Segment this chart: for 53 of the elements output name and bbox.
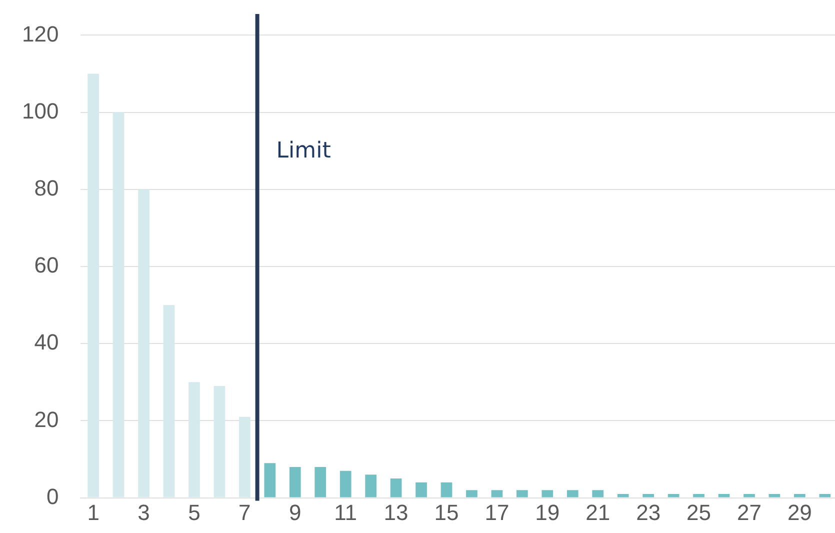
bar xyxy=(819,494,831,498)
bar xyxy=(794,494,806,498)
bar xyxy=(491,490,503,498)
ref-line-label: Limit xyxy=(276,138,332,164)
bar xyxy=(693,494,704,498)
x-tick-label: 19 xyxy=(535,500,560,526)
bar xyxy=(239,416,250,498)
x-tick-label: 15 xyxy=(434,500,459,526)
bar xyxy=(566,490,578,498)
y-tick-label: 100 xyxy=(22,98,59,124)
bar xyxy=(314,466,326,498)
bar xyxy=(365,474,376,498)
bar xyxy=(416,482,427,498)
y-tick-label: 20 xyxy=(34,406,59,432)
bar xyxy=(340,470,352,498)
x-tick-label: 5 xyxy=(188,500,200,526)
bar xyxy=(642,494,654,498)
bar xyxy=(744,494,755,498)
bar xyxy=(163,305,175,498)
bar xyxy=(542,490,554,498)
x-tick-label: 25 xyxy=(686,500,712,526)
x-tick-label: 27 xyxy=(736,500,762,526)
bar xyxy=(466,490,478,498)
x-tick-label: 7 xyxy=(238,500,251,526)
bar xyxy=(289,466,301,498)
x-tick-label: 3 xyxy=(138,500,150,526)
bar xyxy=(88,74,99,498)
bar xyxy=(617,494,629,498)
x-tick-label: 9 xyxy=(289,500,302,526)
x-tick-label: 21 xyxy=(586,500,610,526)
x-tick-label: 23 xyxy=(636,500,661,526)
x-tick-label: 17 xyxy=(484,500,510,526)
bar xyxy=(718,494,730,498)
bar xyxy=(592,490,604,498)
bar xyxy=(264,463,276,498)
y-tick-label: 0 xyxy=(46,484,59,509)
bar xyxy=(390,478,402,498)
bar xyxy=(768,494,780,498)
bar xyxy=(668,494,680,498)
bar xyxy=(138,189,150,498)
x-tick-label: 11 xyxy=(334,500,358,526)
y-tick-label: 120 xyxy=(22,21,59,46)
bar xyxy=(516,490,528,498)
y-tick-label: 40 xyxy=(34,330,59,355)
bar xyxy=(112,112,124,498)
x-tick-label: 29 xyxy=(787,500,812,526)
x-tick-label: 1 xyxy=(87,500,100,526)
y-tick-label: 60 xyxy=(34,252,59,278)
bar xyxy=(440,482,452,498)
x-tick-label: 13 xyxy=(384,500,408,526)
bar xyxy=(214,386,226,498)
y-tick-label: 80 xyxy=(34,175,59,200)
bar xyxy=(188,382,200,498)
